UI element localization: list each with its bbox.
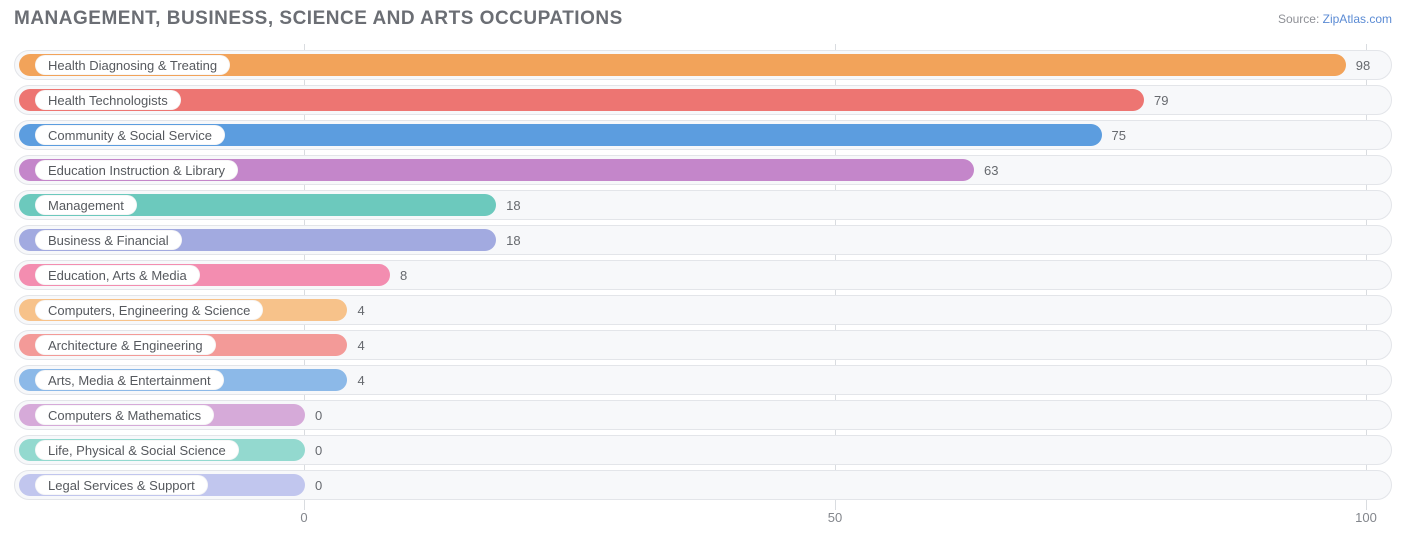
bar-label: Architecture & Engineering <box>35 335 216 355</box>
x-tick: 0 <box>300 510 307 525</box>
bar-label: Health Diagnosing & Treating <box>35 55 230 75</box>
bar-label: Arts, Media & Entertainment <box>35 370 224 390</box>
bar-label: Business & Financial <box>35 230 182 250</box>
bar-row: Education, Arts & Media 8 <box>14 260 1392 290</box>
bar-label: Life, Physical & Social Science <box>35 440 239 460</box>
x-tick: 100 <box>1355 510 1377 525</box>
source-prefix: Source: <box>1278 12 1323 26</box>
bar-value: 0 <box>315 436 322 464</box>
bar-value: 4 <box>357 366 364 394</box>
x-axis: 0 50 100 <box>14 506 1392 530</box>
bar-value: 18 <box>506 191 520 219</box>
bar-label: Computers & Mathematics <box>35 405 214 425</box>
bar-row: Business & Financial 18 <box>14 225 1392 255</box>
bar-label: Community & Social Service <box>35 125 225 145</box>
bars-container: Health Diagnosing & Treating 98 Health Tec… <box>14 44 1392 500</box>
bar-label: Legal Services & Support <box>35 475 208 495</box>
chart-header: MANAGEMENT, BUSINESS, SCIENCE AND ARTS O… <box>0 0 1406 34</box>
chart-area: Health Diagnosing & Treating 98 Health Tec… <box>14 44 1392 544</box>
bar-row: Education Instruction & Library 63 <box>14 155 1392 185</box>
bar-value: 98 <box>1356 51 1370 79</box>
bar-row: Computers & Mathematics 0 <box>14 400 1392 430</box>
bar-row: Computers, Engineering & Science 4 <box>14 295 1392 325</box>
bar-row: Architecture & Engineering 4 <box>14 330 1392 360</box>
bar-value: 75 <box>1112 121 1126 149</box>
bar-row: Legal Services & Support 0 <box>14 470 1392 500</box>
bar-row: Community & Social Service 75 <box>14 120 1392 150</box>
bar-value: 63 <box>984 156 998 184</box>
bar-label: Education Instruction & Library <box>35 160 238 180</box>
bar-value: 79 <box>1154 86 1168 114</box>
bar-value: 4 <box>357 331 364 359</box>
bar-label: Education, Arts & Media <box>35 265 200 285</box>
source-link[interactable]: ZipAtlas.com <box>1323 12 1392 26</box>
bar-value: 0 <box>315 401 322 429</box>
bar-label: Management <box>35 195 137 215</box>
bar-row: Health Diagnosing & Treating 98 <box>14 50 1392 80</box>
bar-row: Management 18 <box>14 190 1392 220</box>
source-attribution: Source: ZipAtlas.com <box>1278 12 1392 26</box>
bar-label: Health Technologists <box>35 90 181 110</box>
x-tick: 50 <box>828 510 842 525</box>
chart-title: MANAGEMENT, BUSINESS, SCIENCE AND ARTS O… <box>14 8 623 30</box>
bar-row: Life, Physical & Social Science 0 <box>14 435 1392 465</box>
bar-value: 8 <box>400 261 407 289</box>
bar-label: Computers, Engineering & Science <box>35 300 263 320</box>
bar-value: 18 <box>506 226 520 254</box>
bar <box>19 89 1144 111</box>
bar-value: 4 <box>357 296 364 324</box>
bar-value: 0 <box>315 471 322 499</box>
bar-row: Health Technologists 79 <box>14 85 1392 115</box>
bar-row: Arts, Media & Entertainment 4 <box>14 365 1392 395</box>
